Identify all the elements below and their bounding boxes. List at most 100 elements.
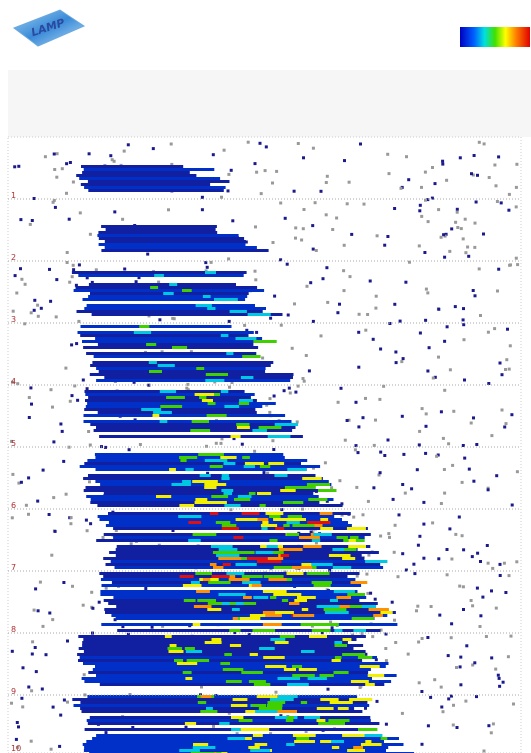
noise-pixel	[408, 260, 411, 264]
noise-pixel	[430, 196, 434, 200]
noise-pixel	[123, 267, 127, 271]
noise-pixel	[55, 175, 59, 179]
noise-pixel	[330, 486, 334, 490]
noise-pixel	[23, 322, 27, 326]
blob-hot	[251, 584, 262, 587]
noise-pixel	[424, 412, 428, 416]
blob-hot	[183, 599, 196, 602]
noise-pixel	[21, 666, 25, 670]
noise-pixel	[133, 418, 137, 422]
blob-hot	[176, 662, 184, 665]
noise-pixel	[44, 653, 48, 657]
blob-hot	[156, 495, 172, 498]
blob-hot	[205, 379, 225, 382]
blob-hot	[359, 665, 380, 668]
blob-stripe	[96, 734, 381, 737]
noise-pixel	[458, 584, 462, 588]
noise-pixel	[356, 451, 360, 455]
noise-pixel	[479, 314, 482, 317]
noise-pixel	[33, 646, 37, 649]
blob-hot	[321, 623, 339, 626]
noise-pixel	[392, 550, 396, 554]
noise-pixel	[82, 673, 86, 677]
noise-pixel	[424, 424, 428, 428]
noise-pixel	[347, 418, 351, 422]
blob-stripe	[97, 234, 239, 237]
noise-pixel	[459, 655, 463, 659]
noise-pixel	[451, 723, 455, 727]
blob-hot	[232, 551, 255, 554]
blob-hot	[205, 271, 216, 274]
noise-pixel	[487, 176, 491, 179]
noise-pixel	[489, 731, 493, 735]
blob-hot	[224, 653, 232, 656]
noise-pixel	[243, 323, 247, 327]
noise-pixel	[400, 414, 404, 418]
noise-pixel	[88, 443, 92, 447]
blob-hot	[172, 346, 188, 349]
blob-hot	[250, 749, 271, 752]
noise-pixel	[264, 145, 268, 149]
blob-stripe	[108, 512, 351, 515]
blob-hot	[347, 593, 365, 596]
blob-hot	[348, 539, 356, 542]
noise-pixel	[73, 384, 77, 388]
blob-stripe	[116, 545, 371, 548]
blob-hot	[207, 602, 223, 605]
blob-hot	[280, 489, 296, 492]
noise-pixel	[342, 269, 346, 273]
blob-stripe	[92, 361, 274, 364]
noise-pixel	[470, 172, 473, 176]
blob-stripe	[85, 393, 255, 396]
blob-stripe	[79, 656, 377, 659]
blob-hot	[226, 352, 234, 355]
noise-pixel	[457, 515, 461, 519]
blob-hot	[347, 749, 365, 752]
noise-pixel	[439, 502, 443, 505]
blob-hot	[204, 483, 227, 486]
noise-pixel	[342, 289, 346, 293]
blob-stripe	[84, 186, 226, 189]
blob-hot	[169, 644, 177, 647]
noise-pixel	[304, 354, 308, 357]
blob-hot	[227, 737, 246, 740]
noise-pixel	[393, 618, 396, 622]
noise-pixel	[355, 485, 359, 489]
noise-pixel	[51, 405, 54, 409]
blob-hot	[228, 578, 250, 581]
noise-pixel	[49, 747, 53, 751]
noise-pixel	[27, 512, 30, 516]
noise-pixel	[423, 170, 427, 174]
noise-pixel	[506, 655, 510, 659]
blob-hot	[296, 737, 310, 740]
noise-pixel	[214, 441, 218, 445]
noise-pixel	[413, 572, 417, 576]
noise-pixel	[491, 566, 495, 570]
blob-hot	[207, 608, 222, 611]
noise-pixel	[471, 289, 475, 292]
blob-hot	[333, 590, 355, 593]
noise-pixel	[388, 535, 391, 539]
blob-stripe	[101, 584, 362, 587]
noise-pixel	[285, 262, 289, 266]
noise-pixel	[371, 337, 375, 341]
blob-hot	[303, 545, 322, 548]
noise-pixel	[445, 178, 449, 182]
noise-pixel	[353, 448, 357, 452]
blob-hot	[249, 614, 269, 617]
blob-hot	[265, 614, 282, 617]
noise-pixel	[33, 298, 37, 302]
noise-pixel	[426, 198, 430, 202]
noise-pixel	[52, 152, 56, 156]
noise-pixel	[307, 369, 311, 373]
noise-pixel	[301, 377, 305, 380]
logo: LAMP	[12, 9, 86, 47]
blob-hot	[269, 698, 294, 701]
noise-pixel	[222, 148, 226, 152]
blob-hot	[365, 683, 375, 686]
blob-hot	[346, 527, 366, 530]
blob-hot	[286, 533, 299, 536]
noise-pixel	[420, 690, 424, 693]
noise-pixel	[493, 327, 497, 331]
blob-hot	[342, 653, 366, 656]
